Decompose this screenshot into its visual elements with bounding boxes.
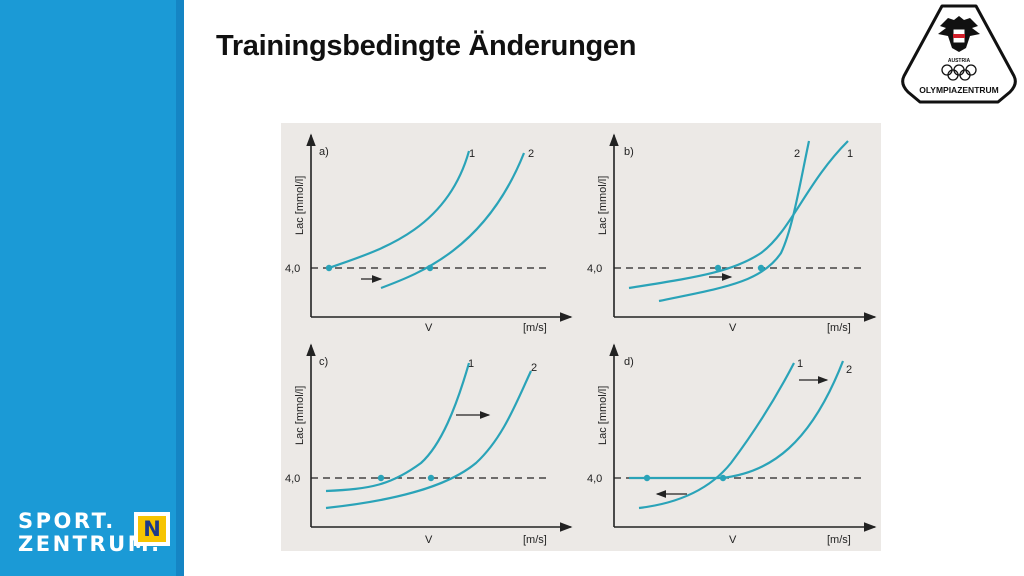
panel-a-y-label: Lac [mmol/l] — [294, 176, 306, 235]
slide-title: Trainingsbedingte Änderungen — [216, 30, 637, 62]
olympiazentrum-logo: AUSTRIA OLYMPIAZENTRUM — [901, 4, 1017, 104]
panel-c-label: c) — [319, 356, 328, 368]
panel-b-point-1 — [714, 264, 722, 272]
sport-logo-line1: SPORT. — [18, 509, 116, 533]
panel-a-x-unit: [m/s] — [523, 322, 547, 334]
panel-c-point-2 — [427, 474, 435, 482]
lactate-curve-figure: a) Lac [mmol/l] 4,0 V [m/s] 1 2 b) Lac [… — [281, 123, 881, 551]
panel-b-y-tick: 4,0 — [587, 263, 602, 275]
panel-b-curve-label-2: 2 — [794, 148, 800, 160]
noe-badge-letter: N — [138, 516, 166, 542]
eagle-icon — [938, 16, 980, 52]
olympic-rings-icon — [941, 64, 977, 81]
panel-d-x-unit: [m/s] — [827, 534, 851, 546]
panel-c-y-label: Lac [mmol/l] — [294, 386, 306, 445]
panel-c-curve-2 — [325, 370, 532, 510]
panel-d-y-label: Lac [mmol/l] — [597, 386, 609, 445]
panel-b-curve-2 — [658, 140, 811, 303]
panel-d-x-label: V — [729, 534, 737, 546]
panel-c: c) Lac [mmol/l] 4,0 V [m/s] 1 2 — [285, 343, 573, 546]
figure-svg: a) Lac [mmol/l] 4,0 V [m/s] 1 2 b) Lac [… — [285, 133, 877, 546]
panel-b-label: b) — [624, 146, 634, 158]
left-sidebar-band — [0, 0, 176, 576]
noe-badge: N — [134, 512, 170, 546]
panel-d-point-1 — [643, 474, 651, 482]
panel-d-curve-1 — [638, 362, 795, 510]
panel-c-point-1 — [377, 474, 385, 482]
panel-a-y-tick: 4,0 — [285, 263, 300, 275]
panel-d-curve-label-2: 2 — [846, 364, 852, 376]
panel-c-curve-1 — [325, 362, 471, 493]
panel-c-curve-label-1: 1 — [468, 358, 474, 370]
panel-d: d) Lac [mmol/l] 4,0 V [m/s] 1 2 — [587, 343, 877, 546]
panel-d-curve-2 — [629, 360, 845, 480]
panel-c-x-label: V — [425, 534, 433, 546]
olympiazentrum-text: OLYMPIAZENTRUM — [919, 85, 999, 95]
panel-d-y-tick: 4,0 — [587, 473, 602, 485]
panel-c-x-unit: [m/s] — [523, 534, 547, 546]
panel-d-curve-label-1: 1 — [797, 358, 803, 370]
sport-logo-line2: ZENTRUM. — [18, 532, 162, 556]
panel-a-curve-1 — [328, 150, 471, 270]
panel-a-point-1 — [325, 264, 333, 272]
austria-text: AUSTRIA — [948, 58, 971, 64]
panel-d-label: d) — [624, 356, 634, 368]
panel-b-curve-1 — [628, 140, 849, 290]
sidebar-edge-stripe — [176, 0, 184, 576]
panel-d-point-2 — [719, 474, 727, 482]
panel-a-x-label: V — [425, 322, 433, 334]
panel-b: b) Lac [mmol/l] 4,0 V [m/s] 2 1 — [587, 133, 877, 334]
panel-a-curve-2 — [380, 152, 526, 290]
panel-c-y-tick: 4,0 — [285, 473, 300, 485]
panel-b-x-label: V — [729, 322, 737, 334]
panel-b-point-2 — [757, 264, 765, 272]
panel-b-x-unit: [m/s] — [827, 322, 851, 334]
sport-zentrum-logo: SPORT. ZENTRUM. N — [18, 509, 170, 556]
panel-b-curve-label-1: 1 — [847, 148, 853, 160]
panel-a-curve-label-1: 1 — [469, 148, 475, 160]
panel-b-y-label: Lac [mmol/l] — [597, 176, 609, 235]
panel-a-point-2 — [426, 264, 434, 272]
panel-a-curve-label-2: 2 — [528, 148, 534, 160]
panel-c-curve-label-2: 2 — [531, 362, 537, 374]
panel-a: a) Lac [mmol/l] 4,0 V [m/s] 1 2 — [285, 133, 573, 334]
panel-a-label: a) — [319, 146, 329, 158]
